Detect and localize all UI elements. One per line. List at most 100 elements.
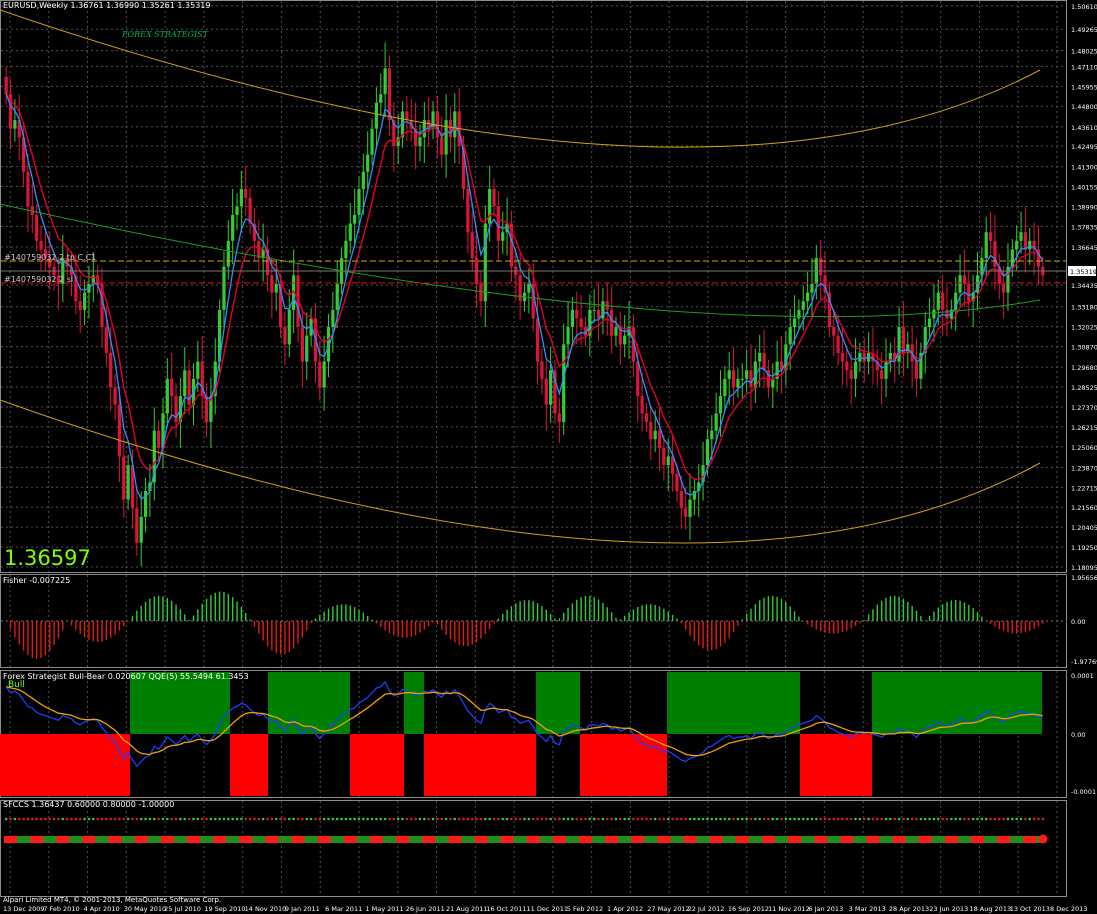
sfcc-dot (170, 817, 173, 821)
sfcc-bar (522, 836, 527, 843)
sfcc-bar (496, 836, 501, 843)
sfcc-dot (536, 817, 539, 821)
sfcc-bar (792, 836, 798, 843)
sfcc-bar (857, 836, 863, 843)
sfcc-bar (365, 836, 371, 843)
sfcc-bar (34, 836, 40, 843)
candle-body (775, 361, 779, 379)
sfcc-dot (910, 817, 914, 821)
sfcc-bar (600, 836, 606, 843)
sfcc-dot (889, 817, 892, 821)
fisher-tick-label: 1.956562 (1071, 574, 1097, 582)
ma-red-line (5, 93, 1044, 481)
candle-body (274, 283, 278, 293)
sfcc-bar (69, 836, 74, 843)
sfcc-bar (461, 836, 466, 843)
candle-body (980, 258, 984, 276)
date-tick-label: 3 Mar 2013 (849, 905, 886, 913)
sfcc-dot (767, 817, 770, 821)
sfcc-bar (587, 836, 593, 843)
sfcc-bar (635, 836, 641, 843)
sfcc-dot (884, 817, 888, 821)
sfcc-bar (970, 836, 976, 843)
candle-body (592, 309, 596, 311)
candle-body (797, 309, 801, 319)
sfcc-dot (749, 817, 753, 821)
price-tick-label: 1.30870 (1071, 344, 1097, 352)
candle-body (488, 189, 492, 224)
candle-body (570, 309, 575, 328)
sfcc-bar (544, 836, 549, 843)
sfcc-bar (901, 836, 906, 843)
sfcc-dot (475, 817, 478, 821)
candle-body (470, 232, 474, 259)
sfcc-bar (169, 836, 175, 843)
price-tick-label: 1.37835 (1071, 223, 1097, 231)
sfcc-bar (596, 836, 602, 843)
sfcc-bar (17, 836, 22, 843)
sfcc-bar (56, 836, 61, 843)
sfcc-dot (383, 817, 387, 821)
candle-body (566, 327, 570, 345)
sfcc-dot (483, 817, 487, 821)
sfcc-dot (100, 817, 104, 821)
sfcc-dot (801, 817, 805, 821)
sfcc-dot (989, 817, 992, 821)
candle-body (884, 361, 888, 379)
sfcc-bar (43, 836, 48, 843)
sfcc-dot (366, 817, 369, 821)
sfcc-bar (143, 836, 149, 843)
candle-body (893, 352, 897, 362)
candle-body (479, 283, 483, 302)
date-tick-label: 28 Apr 2013 (889, 905, 929, 913)
date-tick-label: 25 Jul 2010 (164, 905, 201, 913)
sfcc-dot (862, 817, 866, 821)
copyright-text: Alpari Limited MT4, © 2001-2013, MetaQuo… (3, 896, 222, 904)
candle-body (353, 214, 357, 224)
candle-body (74, 275, 78, 302)
sfcc-dot (662, 817, 666, 821)
price-tick-label: 1.29680 (1071, 364, 1097, 372)
sfcc-dot (322, 817, 326, 821)
sfcc-dot (963, 817, 966, 821)
sfcc-bar (531, 836, 536, 843)
candle-body (945, 309, 949, 319)
candle-body (509, 223, 514, 267)
sfcc-dot (706, 817, 709, 821)
sfcc-bar (975, 836, 980, 843)
watermark-text: FOREX STRATEGIST (122, 30, 208, 39)
current-price-text: 1.35319 (1070, 268, 1097, 276)
candle-body (305, 335, 309, 362)
candle-body (435, 111, 439, 138)
date-tick-label: 8 Dec 2013 (1050, 905, 1087, 913)
sfcc-bar (622, 836, 628, 843)
price-tick-label: 1.47110 (1071, 63, 1097, 71)
candle-body (239, 189, 243, 207)
price-tick-label: 1.50610 (1071, 3, 1097, 11)
sfcc-bar (287, 836, 292, 843)
sfcc-dot (858, 817, 862, 821)
sfcc-bar (30, 836, 35, 843)
candle-body (183, 370, 187, 397)
sfcc-bar (805, 836, 811, 843)
candle-body (348, 223, 352, 241)
sfcc-dot (836, 817, 840, 821)
sfcc-dot (266, 817, 269, 821)
sfcc-panel (0, 800, 1067, 897)
sfcc-bar (217, 836, 223, 843)
price-tick-label: 1.23870 (1071, 464, 1097, 472)
sfcc-dot (819, 817, 822, 821)
candle-body (218, 309, 222, 362)
candle-body (531, 283, 535, 319)
candle-body (414, 128, 418, 146)
candle-body (771, 378, 775, 388)
sfcc-bar (38, 836, 44, 843)
sfcc-dot (327, 817, 330, 821)
sfcc-dot (48, 817, 52, 821)
candle-body (880, 370, 884, 379)
sfcc-bar (326, 836, 331, 843)
candle-body (357, 189, 361, 215)
sfcc-bar (173, 836, 179, 843)
sfcc-bar (339, 836, 345, 843)
